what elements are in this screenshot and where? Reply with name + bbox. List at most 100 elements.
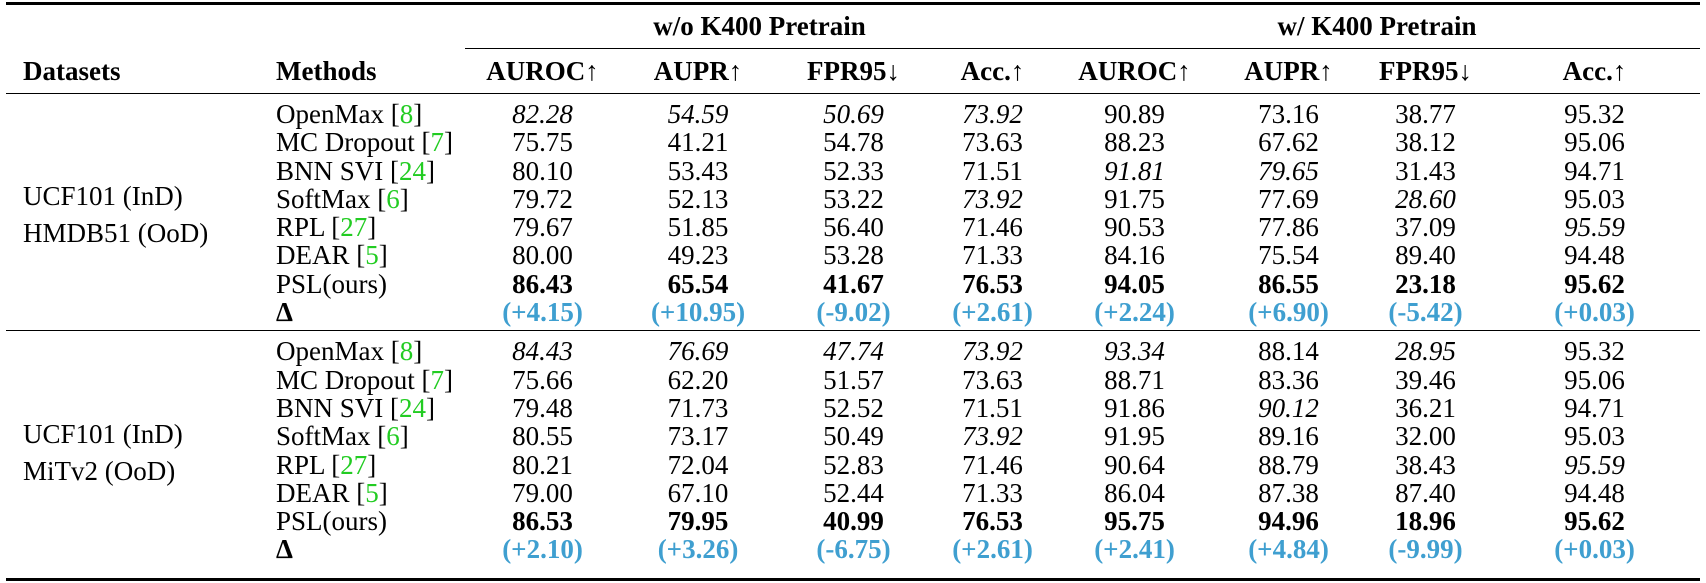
table-row: UCF101 (InD) HMDB51 (OoD) OpenMax [8] 82.28… [6,92,1700,331]
citation-link[interactable]: 7 [430,127,445,158]
metric-value: 82.28 [465,93,620,129]
metric-value: 88.23 [1104,127,1165,158]
table-row: DEAR [5] 79.00 67.10 52.44 71.33 86.04 87.38 87… [6,477,1700,508]
method-name: MC Dropout [276,364,415,395]
metric-value: 89.40 [1395,240,1456,271]
metric-value: 49.23 [667,240,729,271]
delta-value: (+2.61) [952,297,1033,328]
delta-value: (+2.61) [952,534,1033,565]
metric-value: 41.21 [667,127,729,158]
metric-value: 53.43 [667,155,729,186]
metric-value: 94.96 [1258,506,1319,537]
metric-value: 80.00 [512,240,573,271]
metric-value: 86.53 [512,506,573,537]
table-row: RPL [27] 79.67 51.85 56.40 71.46 90.53 77.86 37… [6,212,1700,243]
metric-value: 90.53 [1104,212,1165,243]
delta-label: Δ [276,534,293,565]
method-name: MC Dropout [276,127,415,158]
metric-value: 90.12 [1258,392,1319,423]
citation-link[interactable]: 24 [399,155,427,186]
citation-link[interactable]: 7 [430,364,445,395]
delta-value: (+4.15) [502,297,583,328]
delta-value: (+0.03) [1554,297,1635,328]
citation-link[interactable]: 24 [399,392,427,423]
metric-value: 94.05 [1104,268,1165,299]
metric-value: 95.59 [1564,212,1625,243]
metric-value: 76.53 [962,506,1023,537]
citation-link[interactable]: 6 [386,421,400,452]
metric-value: 80.55 [512,421,573,452]
metric-value: 94.48 [1564,240,1625,271]
dataset-ood-label: HMDB51 (OoD) [23,218,209,249]
metric-value: 91.95 [1104,421,1165,452]
metric-value: 71.33 [962,477,1023,508]
metric-value: 86.04 [1104,477,1165,508]
metric-value: 38.77 [1362,93,1489,129]
metric-value: 88.14 [1215,330,1362,366]
delta-row: Δ (+2.10) (+3.26) (-6.75) (+2.61) (+2.41) (+4.… [6,535,1700,567]
metric-value: 73.16 [1215,93,1362,129]
method-cell: SoftMax [6] [276,421,409,452]
citation-link[interactable]: 27 [340,212,368,243]
dataset-ind-label: UCF101 (InD) [23,418,183,449]
metric-value: 73.63 [962,127,1023,158]
delta-value: (-9.99) [1388,534,1463,565]
citation-link[interactable]: 6 [386,183,400,214]
delta-value: (+6.90) [1248,297,1329,328]
metric-value: 71.46 [962,212,1023,243]
metric-header: AUPR↑ [653,56,743,86]
metric-value: 73.17 [667,421,729,452]
metric-header: FPR95↓ [1379,56,1472,86]
metric-value: 52.44 [823,477,884,508]
metric-header: AUPR↑ [1244,56,1333,86]
delta-label: Δ [276,297,293,328]
citation-link[interactable]: 8 [399,99,414,129]
table-row: RPL [27] 80.21 72.04 52.83 71.46 90.64 88.79 38… [6,449,1700,480]
method-cell: OpenMax [8] [258,330,465,367]
results-table: w/o K400 Pretrain w/ K400 Pretrain Datas… [6,0,1700,568]
delta-value: (+10.95) [650,297,746,328]
metric-header: AUROC↑ [1078,56,1191,86]
method-cell: BNN SVI [24] [276,392,436,423]
delta-value: (-6.75) [816,534,891,565]
table-row: BNN SVI [24] 79.48 71.73 52.52 71.51 91.86 90.… [6,392,1700,423]
metric-value: 37.09 [1395,212,1456,243]
metric-value: 73.92 [962,183,1023,214]
citation-link[interactable]: 27 [340,449,368,480]
method-cell: BNN SVI [24] [276,155,436,186]
methods-header: Methods [276,55,377,86]
metric-value: 51.57 [823,364,884,395]
citation-link[interactable]: 5 [365,477,379,508]
metric-value: 36.21 [1395,392,1456,423]
metric-value: 95.62 [1564,506,1625,537]
metric-value: 79.48 [512,392,573,423]
citation-link[interactable]: 8 [399,336,414,367]
metric-value: 88.71 [1104,364,1165,395]
table-row: SoftMax [6] 79.72 52.13 53.22 73.92 91.75 77.6… [6,183,1700,214]
method-cell: DEAR [5] [276,477,388,508]
metric-value: 95.59 [1564,449,1625,480]
metric-value: 95.75 [1104,506,1165,537]
metric-value: 51.85 [667,212,729,243]
metric-value: 67.10 [667,477,729,508]
method-cell: RPL [27] [276,449,377,480]
dataset-cell: UCF101 (InD) HMDB51 (OoD) [6,92,258,331]
method-name: BNN SVI [276,155,384,186]
metric-value: 52.13 [667,183,729,214]
metric-value: 52.83 [823,449,884,480]
metric-value: 32.00 [1395,421,1456,452]
metric-value: 91.81 [1104,155,1165,186]
group-header-without-pretrain: w/o K400 Pretrain [465,4,1054,49]
metric-value: 47.74 [776,330,931,366]
metric-value: 75.75 [512,127,573,158]
group-header-with-pretrain: w/ K400 Pretrain [1054,4,1700,49]
metric-value: 38.12 [1395,127,1456,158]
metric-value: 95.32 [1489,330,1700,366]
metric-value: 53.22 [823,183,884,214]
metric-value: 71.46 [962,449,1023,480]
metric-value: 80.21 [512,449,573,480]
metric-value: 71.51 [962,392,1023,423]
dataset-ind-label: UCF101 (InD) [23,181,183,212]
metric-value: 54.78 [823,127,884,158]
citation-link[interactable]: 5 [365,240,379,271]
